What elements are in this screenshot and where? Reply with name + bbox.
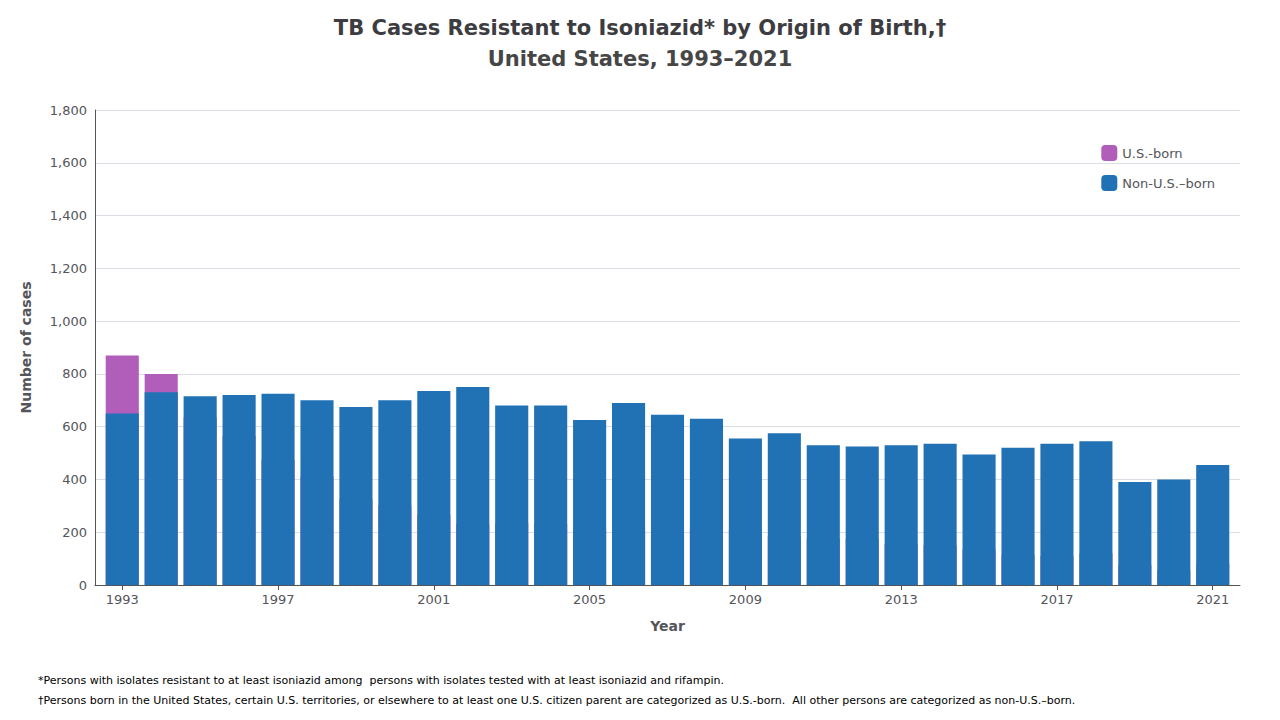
svg-text:Non-U.S.–born: Non-U.S.–born [1122,176,1215,191]
svg-text:200: 200 [62,525,87,540]
svg-text:†Persons born in the United St: †Persons born in the United States, cert… [38,694,1075,707]
svg-text:1,200: 1,200 [50,261,87,276]
svg-text:0: 0 [79,578,87,593]
svg-text:1,400: 1,400 [50,208,87,223]
svg-text:2005: 2005 [573,592,606,607]
svg-text:*Persons with isolates resista: *Persons with isolates resistant to at l… [38,674,724,687]
svg-text:United States, 1993–2021: United States, 1993–2021 [488,47,793,71]
svg-text:1,000: 1,000 [50,314,87,329]
svg-text:2013: 2013 [885,592,918,607]
svg-text:Year: Year [649,618,685,634]
svg-text:2001: 2001 [417,592,450,607]
svg-text:1997: 1997 [261,592,294,607]
svg-text:Number of cases: Number of cases [18,281,34,413]
svg-text:U.S.-born: U.S.-born [1122,146,1182,161]
svg-text:400: 400 [62,472,87,487]
svg-text:1,800: 1,800 [50,103,87,118]
svg-text:TB Cases Resistant to Isoniazi: TB Cases Resistant to Isoniazid* by Orig… [334,16,946,40]
svg-text:2017: 2017 [1040,592,1073,607]
svg-text:2021: 2021 [1196,592,1229,607]
svg-text:800: 800 [62,366,87,381]
svg-text:600: 600 [62,419,87,434]
svg-text:2009: 2009 [729,592,762,607]
svg-text:1,600: 1,600 [50,155,87,170]
svg-text:1993: 1993 [106,592,139,607]
